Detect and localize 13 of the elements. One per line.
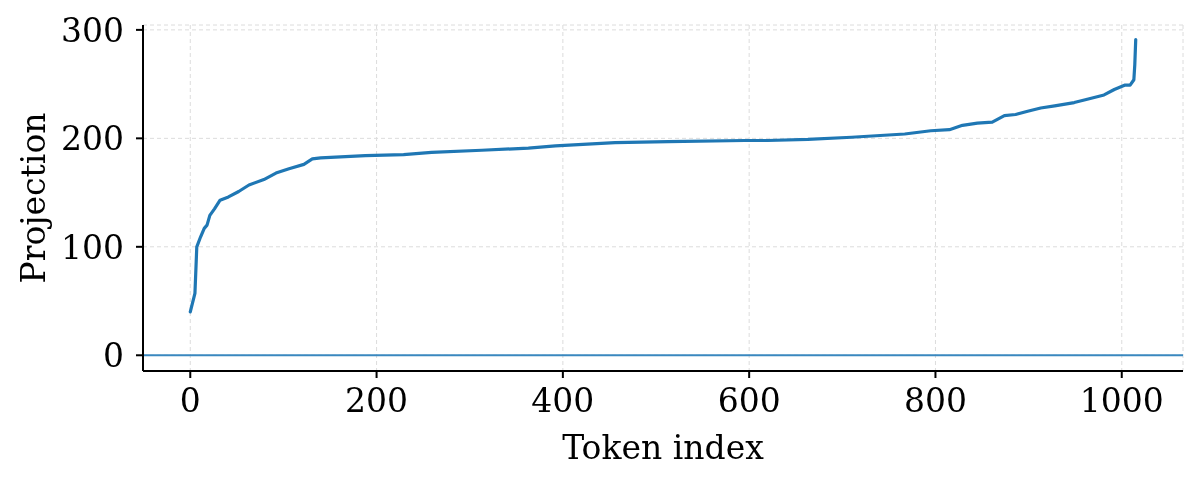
x-tick-label: 200 [345, 381, 409, 421]
y-tick-label: 300 [61, 10, 124, 50]
y-tick-label: 200 [61, 119, 124, 159]
y-axis-title: Projection [13, 112, 53, 284]
x-tick-label: 0 [179, 381, 201, 421]
y-tick-label: 0 [103, 335, 124, 375]
y-tick-label: 100 [61, 227, 124, 267]
x-tick-label: 400 [531, 381, 595, 421]
x-axis-title: Token index [562, 427, 765, 467]
line-series [188, 38, 1138, 314]
x-tick-label: 800 [903, 381, 967, 421]
x-tick-label: 1000 [1079, 381, 1164, 421]
x-tick-label: 600 [717, 381, 781, 421]
